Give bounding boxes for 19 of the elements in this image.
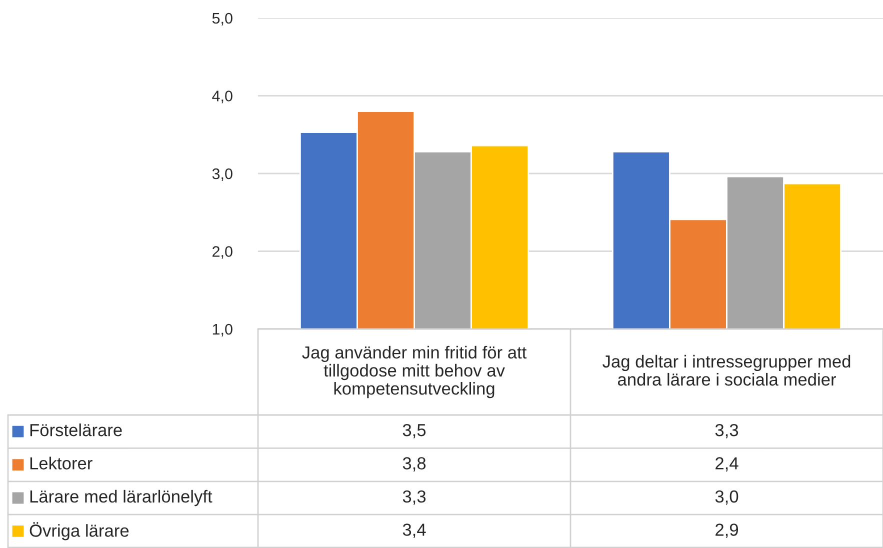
- y-tick-label: 2,0: [212, 246, 232, 259]
- legend-label: Förstelärare: [30, 424, 122, 436]
- data-label: 3,0: [715, 490, 738, 505]
- data-label: 2,9: [716, 524, 738, 538]
- y-tick-label: 3,0: [212, 168, 232, 181]
- y-tick-label: 1,0: [212, 324, 232, 336]
- legend-label: Lärare med lärarlönelyft: [30, 490, 212, 506]
- data-label: 3,5: [402, 424, 426, 438]
- data-label: 3,8: [402, 457, 426, 472]
- data-label: 3,3: [715, 424, 738, 438]
- data-label: 2,4: [716, 457, 738, 472]
- legend-label: Lektorer: [30, 456, 92, 470]
- y-tick-label: 5,0: [212, 12, 232, 26]
- legend-label: Övriga lärare: [30, 522, 129, 540]
- data-label: 3,4: [402, 524, 426, 538]
- data-label: 3,3: [402, 490, 426, 505]
- y-tick-label: 4,0: [212, 90, 232, 104]
- x-tick-label: Jag deltar i intressegrupper med andra lärare i sociala medier: [602, 354, 850, 386]
- x-tick-label: Jag använder min fritid för att tillgodose mitt behov av kompetensutveckling: [302, 346, 527, 398]
